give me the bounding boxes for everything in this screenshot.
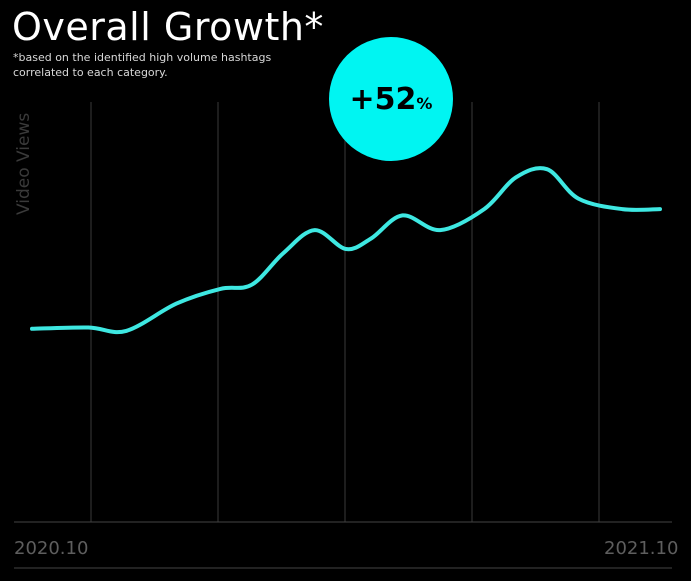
series-line [30, 166, 662, 335]
growth-badge: +52 % [329, 37, 453, 161]
x-axis-label-start: 2020.10 [14, 538, 89, 559]
x-axis-label-end: 2021.10 [604, 538, 679, 559]
growth-badge-unit: % [416, 93, 433, 113]
y-axis-label: Video Views [14, 112, 34, 215]
growth-badge-value: +52 [349, 81, 417, 117]
subtitle: *based on the identified high volume has… [13, 51, 272, 79]
page-title: Overall Growth* [12, 5, 324, 49]
grid-lines [90, 102, 600, 522]
